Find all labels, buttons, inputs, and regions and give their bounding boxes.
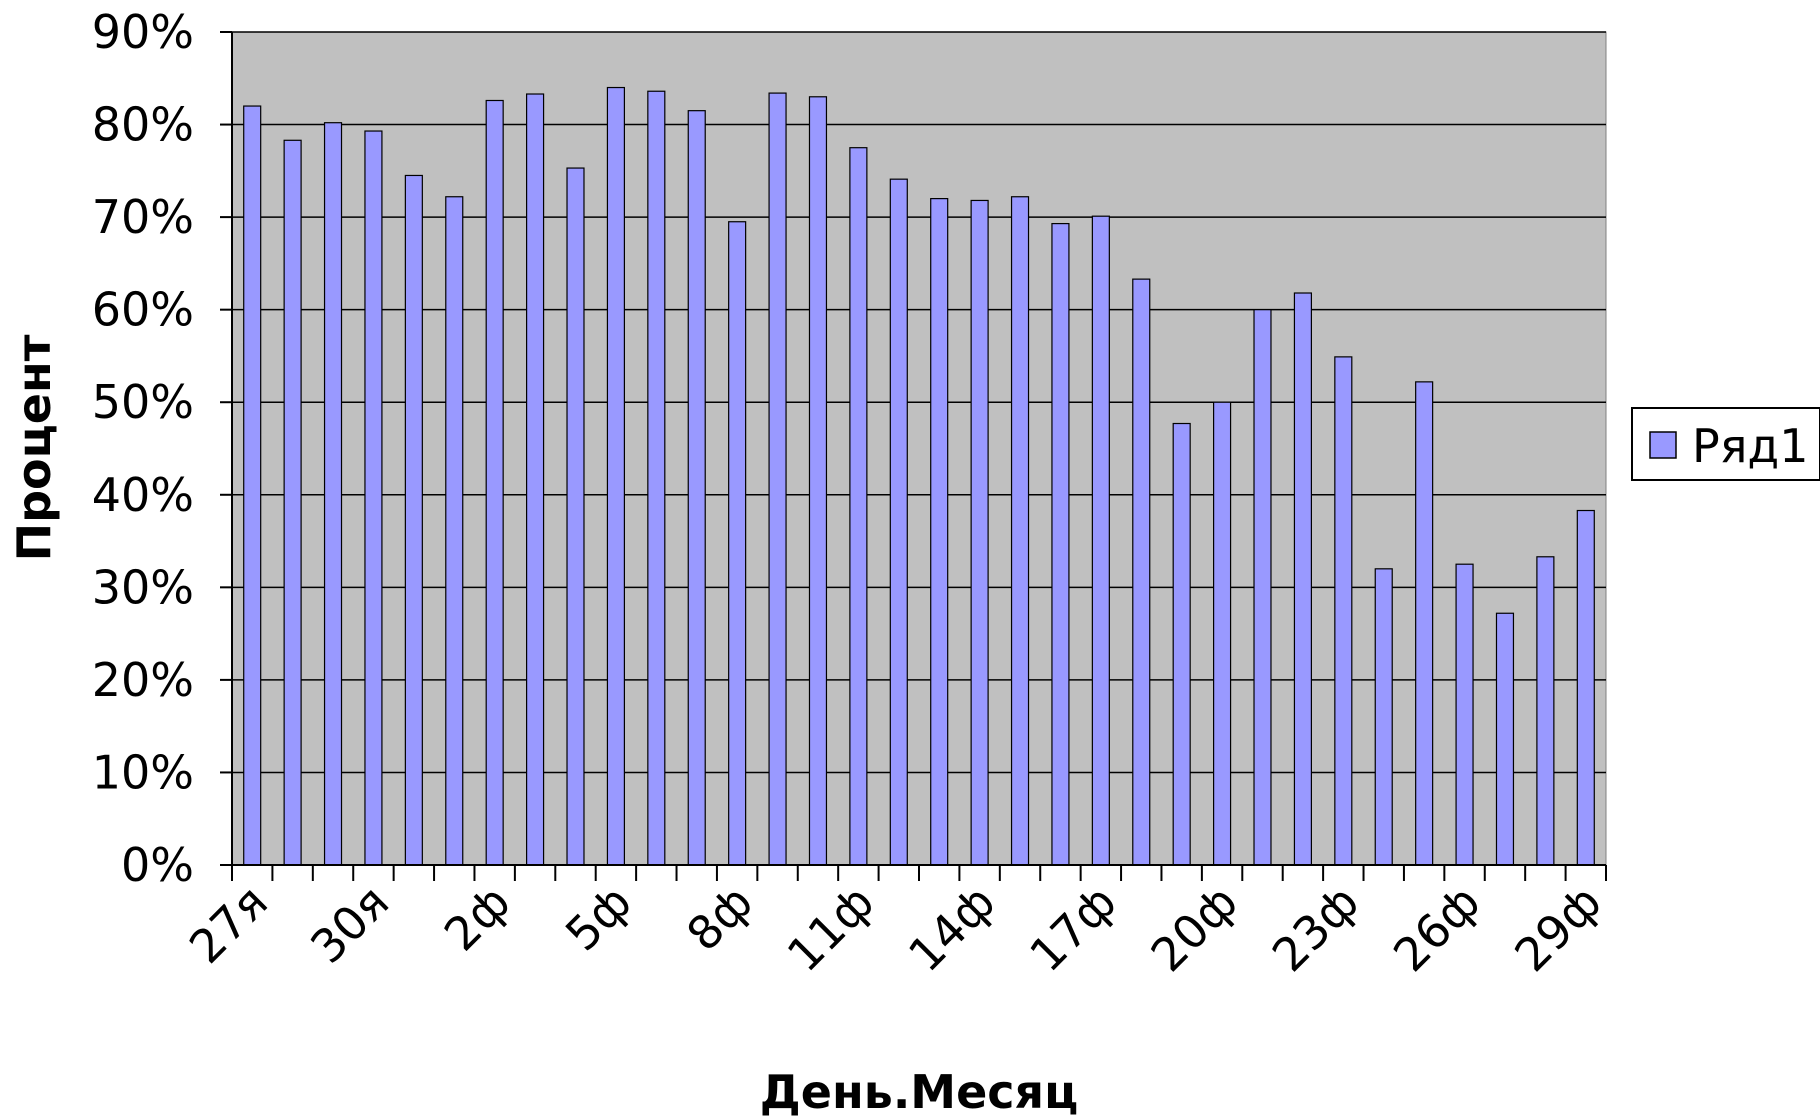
bar [323,122,343,866]
legend: Ряд1 [1631,407,1820,481]
x-tick-label: 29ф [1504,875,1611,982]
bar [1253,309,1272,866]
bar [364,130,383,866]
bar [606,86,625,866]
plot-area [231,31,1607,866]
x-tick-label: 23ф [1262,875,1369,982]
bar [1374,568,1393,866]
x-tick-label: 14ф [898,875,1005,982]
x-tick-label: 5ф [555,875,642,962]
bar [687,110,706,866]
y-tick-label: 50% [92,375,194,429]
x-tick-label: 20ф [1140,875,1247,982]
y-tick-label: 10% [92,745,194,799]
y-tick-label: 90% [92,5,194,59]
bar [1293,292,1312,866]
x-axis-title: День.Месяц [760,1065,1078,1116]
bar [404,174,423,866]
bar [1536,556,1555,866]
bar [1091,215,1110,866]
axes [220,31,1607,881]
bar [1495,612,1515,866]
bar [1415,381,1434,866]
y-tick-label: 60% [92,283,194,337]
y-tick-label: 80% [92,98,194,152]
bar [445,196,464,866]
bar [485,99,504,866]
x-tick-label: 8ф [676,875,763,962]
y-tick-label: 70% [92,190,194,244]
x-tick-label: 11ф [777,875,884,982]
x-tick-labels: 27я 30я 2ф 5ф 8ф 11ф 14ф 17ф 20ф 23ф 26ф 29ф [179,875,1612,982]
bar [566,167,585,866]
bar [1172,422,1191,866]
y-tick-label: 40% [92,468,194,522]
bar [849,147,868,866]
bar [1455,563,1474,866]
bar [728,221,747,866]
x-tick-label: 26ф [1383,875,1490,982]
bar [1576,509,1595,866]
y-tick-label: 20% [92,653,194,707]
bar [1132,278,1151,866]
y-tick-label: 0% [121,838,194,892]
legend-label: Ряд1 [1692,419,1808,473]
bar [283,139,302,866]
bar [243,105,262,866]
x-tick-label: 30я [300,875,399,974]
bar [647,90,666,866]
bar [1010,196,1030,866]
bar [1213,401,1232,866]
bar [808,96,828,866]
bar [930,198,949,866]
bars [243,86,1595,866]
bar [1051,222,1070,866]
x-tick-label: 17ф [1019,875,1126,982]
bar [889,178,908,866]
bar [768,92,787,866]
y-tick-labels: 0% 10% 20% 30% 40% 50% 60% 70% 80% 90% [92,5,194,892]
bar [1334,356,1353,866]
bar [970,199,989,866]
y-tick-label: 30% [92,560,194,614]
x-tick-label: 2ф [434,875,521,962]
y-axis-title: Процент [7,334,61,561]
bar [526,93,545,866]
legend-swatch [1649,431,1677,459]
